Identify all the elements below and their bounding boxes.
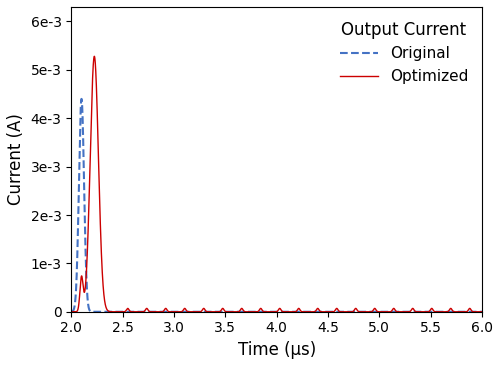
Original xyxy=(114,310,120,314)
Optimized xyxy=(114,310,120,314)
Original xyxy=(78,97,84,101)
Original xyxy=(418,310,424,314)
Original xyxy=(432,310,438,314)
Optimized xyxy=(402,310,408,314)
Optimized xyxy=(376,310,382,314)
Original xyxy=(376,310,382,314)
Line: Optimized: Optimized xyxy=(71,56,482,312)
Original xyxy=(68,310,74,314)
Original xyxy=(178,310,184,314)
Optimized xyxy=(418,310,424,314)
Original xyxy=(479,310,485,314)
Line: Original: Original xyxy=(71,99,482,312)
Optimized xyxy=(92,54,98,59)
Original xyxy=(402,310,408,314)
Optimized xyxy=(200,307,206,311)
Y-axis label: Current (A): Current (A) xyxy=(7,113,25,205)
Optimized xyxy=(68,310,74,314)
X-axis label: Time (μs): Time (μs) xyxy=(238,341,316,359)
Legend: Original, Optimized: Original, Optimized xyxy=(334,15,474,90)
Optimized xyxy=(432,309,438,314)
Optimized xyxy=(479,310,485,314)
Original xyxy=(200,310,206,314)
